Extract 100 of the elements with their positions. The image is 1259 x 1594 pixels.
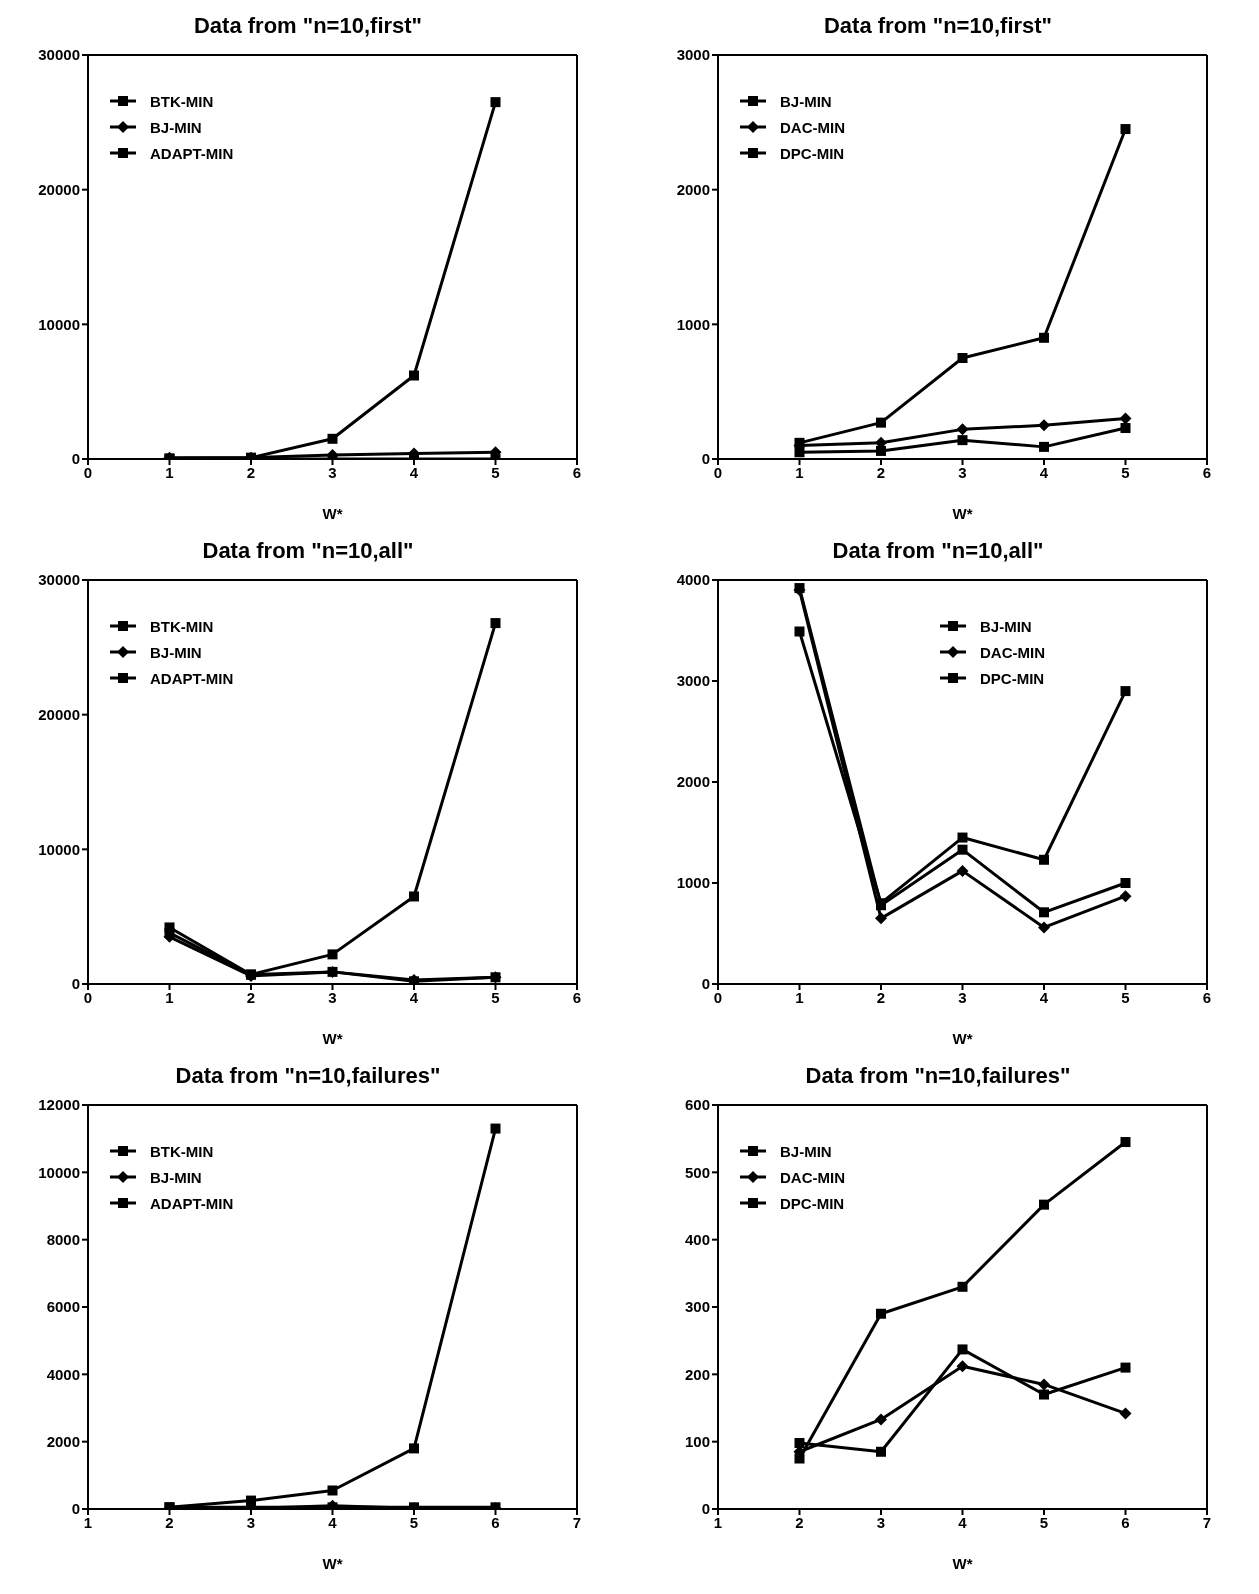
x-tick-label: 6 [1202,463,1212,481]
x-tick-label: 7 [1202,1513,1212,1531]
chart-title: Data from "n=10,first" [192,12,424,40]
chart-title: Data from "n=10,all" [201,537,415,565]
x-axis-title: W* [952,1030,973,1047]
x-tick-label: 4 [328,1513,338,1531]
x-tick-label: 4 [1039,463,1049,481]
x-tick-label: 0 [83,988,93,1006]
x-axis-title: W* [952,505,973,522]
x-tick-label: 6 [491,1513,500,1531]
y-tick-label: 30000 [38,46,80,64]
x-tick-label: 6 [1202,988,1212,1006]
x-tick-label: 0 [713,463,723,481]
y-tick-label: 30000 [38,571,80,589]
x-tick-label: 5 [1039,1513,1049,1531]
chart-title: Data from "n=10,failures" [174,1062,442,1090]
x-tick-label: 2 [876,988,886,1006]
y-tick-label: 400 [684,1230,710,1248]
x-tick-label: 7 [572,1513,582,1531]
x-tick-label: 4 [409,463,419,481]
legend-label: BJ-MIN [150,1168,202,1186]
y-tick-label: 4000 [676,571,710,589]
legend-label: BJ-MIN [780,1142,832,1160]
legend-label: BJ-MIN [780,92,832,110]
y-tick-label: 3000 [676,46,710,64]
legend-label: ADAPT-MIN [150,669,234,687]
legend-label: BJ-MIN [150,118,202,136]
chart-title: Data from "n=10,failures" [804,1062,1072,1090]
x-axis-title: W* [322,1030,343,1047]
y-tick-label: 500 [684,1163,710,1181]
x-tick-label: 2 [246,463,256,481]
x-tick-label: 3 [328,988,337,1006]
x-tick-label: 3 [328,463,337,481]
x-tick-label: 1 [713,1513,723,1531]
x-tick-label: 1 [83,1513,93,1531]
legend-label: BTK-MIN [150,92,214,110]
x-tick-label: 2 [795,1513,804,1531]
y-tick-label: 0 [71,450,80,468]
y-tick-label: 3000 [676,672,710,690]
y-tick-label: 0 [701,1500,710,1518]
x-tick-label: 2 [246,988,256,1006]
x-axis-title: W* [322,1555,343,1572]
y-tick-label: 300 [684,1298,710,1316]
chart-title: Data from "n=10,first" [822,12,1054,40]
y-tick-label: 0 [701,450,710,468]
y-tick-label: 100 [684,1432,710,1450]
x-tick-label: 2 [165,1513,174,1531]
legend-label: ADAPT-MIN [150,1194,234,1212]
x-tick-label: 0 [713,988,723,1006]
y-tick-label: 20000 [38,705,80,723]
x-tick-label: 4 [958,1513,968,1531]
legend-label: DAC-MIN [980,643,1045,661]
y-tick-label: 0 [71,1500,80,1518]
x-tick-label: 5 [409,1513,419,1531]
y-tick-label: 8000 [46,1230,80,1248]
legend-label: BTK-MIN [150,617,214,635]
y-tick-label: 1000 [676,315,710,333]
x-tick-label: 4 [1039,988,1049,1006]
x-tick-label: 1 [165,463,174,481]
y-tick-label: 12000 [38,1096,80,1114]
x-tick-label: 6 [572,988,582,1006]
x-tick-label: 1 [165,988,174,1006]
legend-label: DPC-MIN [980,669,1045,687]
x-tick-label: 4 [409,988,419,1006]
chart-title: Data from "n=10,all" [831,537,1045,565]
y-tick-label: 1000 [676,874,710,892]
y-tick-label: 10000 [38,1163,80,1181]
y-tick-label: 2000 [676,773,710,791]
y-tick-label: 6000 [46,1298,80,1316]
legend-label: BJ-MIN [980,617,1032,635]
y-tick-label: 0 [71,975,80,993]
x-tick-label: 3 [246,1513,256,1531]
x-axis-title: W* [952,1555,973,1572]
x-tick-label: 2 [876,463,886,481]
y-tick-label: 2000 [46,1432,80,1450]
y-tick-label: 20000 [38,180,80,198]
y-tick-label: 2000 [676,180,710,198]
x-tick-label: 0 [83,463,93,481]
legend-label: BJ-MIN [150,643,202,661]
y-tick-label: 200 [684,1365,710,1383]
x-tick-label: 5 [491,463,500,481]
legend-label: DAC-MIN [780,1168,845,1186]
x-tick-label: 1 [795,463,804,481]
y-tick-label: 10000 [38,315,80,333]
x-tick-label: 3 [958,463,967,481]
x-tick-label: 3 [876,1513,886,1531]
legend-label: DPC-MIN [780,144,845,162]
legend-label: ADAPT-MIN [150,144,234,162]
y-tick-label: 600 [684,1096,710,1114]
legend-label: DPC-MIN [780,1194,845,1212]
y-tick-label: 4000 [46,1365,80,1383]
x-tick-label: 5 [491,988,500,1006]
x-axis-title: W* [322,505,343,522]
y-tick-label: 0 [701,975,710,993]
legend-label: DAC-MIN [780,118,845,136]
x-tick-label: 5 [1121,463,1130,481]
x-tick-label: 5 [1121,988,1130,1006]
legend-label: BTK-MIN [150,1142,214,1160]
x-tick-label: 6 [572,463,582,481]
y-tick-label: 10000 [38,840,80,858]
